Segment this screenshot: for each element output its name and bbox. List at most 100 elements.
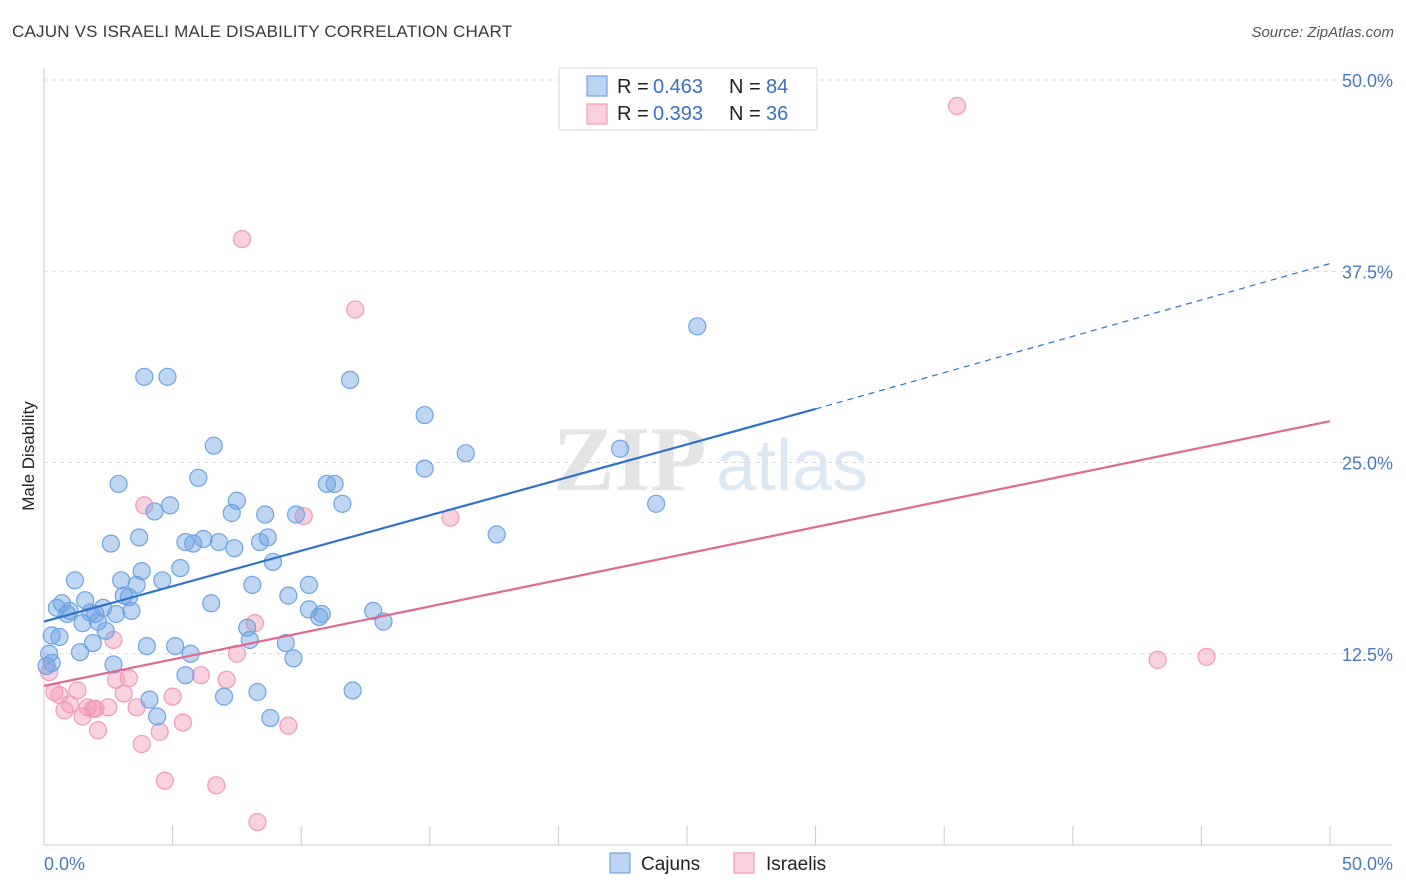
cajuns-point-30 xyxy=(145,502,164,521)
cajuns-point-19 xyxy=(109,474,128,494)
cajuns-point-76 xyxy=(456,444,475,463)
cajuns-point-33 xyxy=(158,367,177,386)
cajuns-point-38 xyxy=(176,532,195,552)
israelis-point-19 xyxy=(150,722,169,741)
cajuns-point-71 xyxy=(343,681,362,700)
cajuns-point-31 xyxy=(148,707,167,726)
cajuns-point-40 xyxy=(184,534,203,553)
cajuns-point-52 xyxy=(243,575,262,595)
y-axis-label: Male Disability xyxy=(19,401,38,511)
cajuns-point-11 xyxy=(83,633,102,653)
israelis-point-23 xyxy=(191,666,210,685)
chart-title: CAJUN VS ISRAELI MALE DISABILITY CORRELA… xyxy=(12,22,513,41)
israelis-point-29 xyxy=(248,812,267,832)
israelis-point-11 xyxy=(99,698,118,717)
cajuns-point-55 xyxy=(256,505,275,524)
bottom-legend-label-cajuns: Cajuns xyxy=(641,854,700,875)
legend-n-label-cajuns: N = xyxy=(729,76,761,98)
legend-r-value-israelis: 0.393 xyxy=(653,103,703,125)
israelis-point-35 xyxy=(1148,650,1167,669)
axes xyxy=(43,68,1392,846)
cajuns-point-68 xyxy=(325,474,344,494)
cajuns-point-3 xyxy=(52,594,72,613)
cajuns-point-56 xyxy=(258,528,277,547)
cajuns-point-67 xyxy=(317,474,337,494)
cajuns-point-46 xyxy=(214,687,234,706)
legend-r-label-cajuns: R = xyxy=(617,76,649,98)
cajuns-point-37 xyxy=(176,666,195,685)
cajuns-point-44 xyxy=(204,436,223,455)
israelis-point-34 xyxy=(947,96,967,116)
trend-lines xyxy=(43,263,1331,687)
cajuns-point-48 xyxy=(225,539,244,558)
cajuns-point-16 xyxy=(101,534,120,553)
y-tick-labels: 12.5% 25.0% 37.5% 50.0% xyxy=(1342,71,1393,665)
cajuns-point-17 xyxy=(104,655,123,674)
cajuns-point-23 xyxy=(122,601,141,621)
israelis-point-30 xyxy=(279,716,298,735)
israelis-point-22 xyxy=(173,713,192,732)
cajuns-point-51 xyxy=(240,630,259,650)
watermark-zip: ZIP xyxy=(553,408,706,510)
gridlines xyxy=(44,79,1392,655)
cajuns-point-43 xyxy=(202,594,221,613)
cajuns-point-74 xyxy=(415,405,434,425)
cajuns-point-6 xyxy=(65,571,84,590)
cajuns-point-62 xyxy=(286,505,306,524)
top-legend: R = 0.463 N = 84 R = 0.393 N = 36 xyxy=(558,67,818,131)
bottom-legend: Cajuns Israelis xyxy=(609,852,826,875)
israelis-point-12 xyxy=(104,630,123,650)
legend-r-value-cajuns: 0.463 xyxy=(653,76,703,98)
cajuns-point-45 xyxy=(209,532,228,552)
israelis-trend-line xyxy=(43,420,1331,687)
cajuns-point-57 xyxy=(261,708,280,728)
israelis-point-17 xyxy=(132,734,151,754)
cajuns-point-69 xyxy=(333,494,352,513)
cajuns-point-7 xyxy=(70,643,90,662)
bottom-legend-swatch-israelis xyxy=(733,852,755,874)
cajuns-point-41 xyxy=(189,468,208,487)
y-tick-label-1: 25.0% xyxy=(1342,454,1393,474)
cajuns-point-18 xyxy=(106,604,126,624)
bottom-legend-label-israelis: Israelis xyxy=(766,854,826,875)
cajuns-point-75 xyxy=(415,459,434,478)
cajuns-point-49 xyxy=(227,491,246,510)
legend-n-value-israelis: 36 xyxy=(766,103,788,125)
y-tick-label-2: 37.5% xyxy=(1342,262,1393,282)
cajuns-point-82 xyxy=(37,656,56,676)
israelis-point-36 xyxy=(1197,647,1216,666)
cajuns-trend-extension xyxy=(815,263,1331,410)
israelis-point-21 xyxy=(163,687,182,706)
israelis-point-4 xyxy=(60,695,79,714)
y-tick-label-3: 50.0% xyxy=(1342,71,1393,91)
legend-r-label-israelis: R = xyxy=(617,103,649,125)
cajuns-point-27 xyxy=(135,367,154,386)
cajuns-point-59 xyxy=(276,633,295,653)
cajuns-point-28 xyxy=(137,636,156,656)
cajuns-point-29 xyxy=(140,690,159,709)
legend-n-label-israelis: N = xyxy=(729,103,761,125)
cajuns-point-66 xyxy=(312,604,331,624)
cajuns-point-64 xyxy=(299,575,319,595)
cajuns-point-79 xyxy=(647,494,666,513)
cajuns-point-24 xyxy=(127,575,146,595)
x-tick-label-max: 50.0% xyxy=(1342,854,1393,874)
cajuns-point-26 xyxy=(132,562,151,581)
israelis-point-18 xyxy=(135,496,154,515)
cajuns-points xyxy=(37,317,707,728)
cajuns-point-61 xyxy=(284,649,303,668)
cajuns-point-53 xyxy=(248,682,267,702)
israelis-point-25 xyxy=(217,670,236,689)
legend-swatch-cajuns xyxy=(586,75,608,97)
cajuns-trend-line xyxy=(43,407,816,623)
y-tick-label-0: 12.5% xyxy=(1342,645,1393,665)
israelis-point-10 xyxy=(88,721,108,740)
watermark-atlas: atlas xyxy=(716,426,868,506)
bottom-legend-swatch-cajuns xyxy=(609,852,631,874)
cajuns-point-35 xyxy=(166,636,185,656)
israelis-point-27 xyxy=(232,230,252,249)
cajuns-point-80 xyxy=(688,317,707,336)
legend-swatch-israelis xyxy=(586,103,608,125)
cajuns-point-60 xyxy=(279,586,298,605)
